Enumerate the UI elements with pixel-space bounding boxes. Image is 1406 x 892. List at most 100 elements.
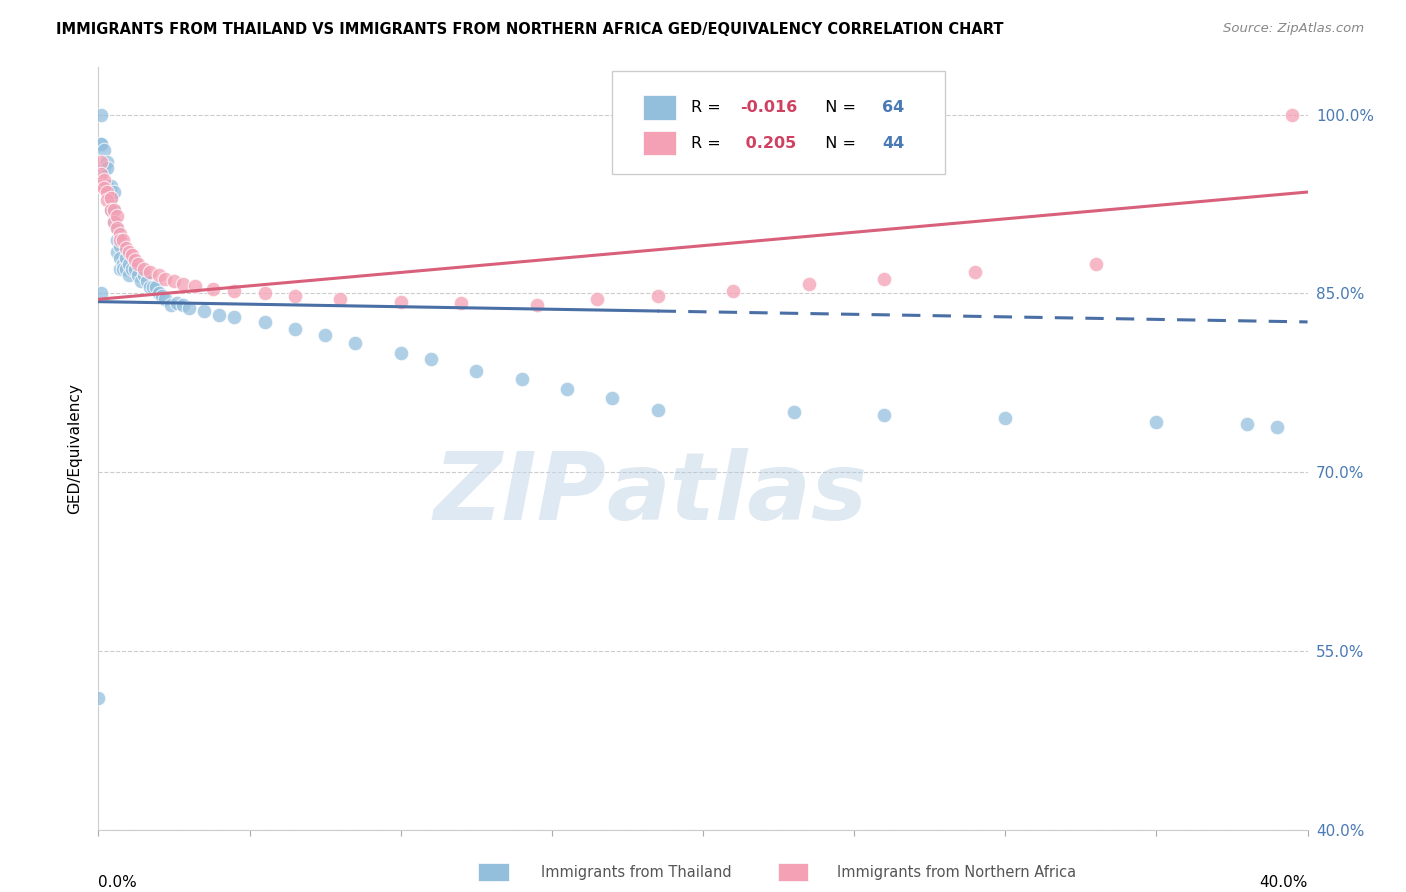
- Text: 0.205: 0.205: [741, 136, 797, 151]
- Point: [526, 298, 548, 312]
- Point: [100, 179, 122, 194]
- Point: [114, 262, 136, 277]
- Point: [647, 288, 669, 302]
- Point: [135, 274, 157, 288]
- Text: Immigrants from Thailand: Immigrants from Thailand: [541, 865, 733, 880]
- Text: 0.0%: 0.0%: [98, 875, 138, 890]
- Point: [1144, 415, 1167, 429]
- Point: [1085, 256, 1108, 270]
- Point: [873, 408, 896, 422]
- Point: [90, 155, 112, 169]
- Point: [114, 251, 136, 265]
- Point: [87, 691, 110, 706]
- Point: [224, 310, 246, 325]
- Point: [111, 233, 134, 247]
- Y-axis label: GED/Equivalency: GED/Equivalency: [67, 383, 83, 514]
- Point: [96, 185, 118, 199]
- Point: [555, 382, 578, 396]
- Point: [450, 296, 472, 310]
- Point: [1267, 419, 1289, 434]
- Point: [965, 265, 987, 279]
- Point: [389, 346, 412, 360]
- Point: [994, 411, 1017, 425]
- Point: [96, 155, 118, 169]
- Point: [329, 293, 352, 307]
- Point: [224, 284, 246, 298]
- Point: [93, 173, 115, 187]
- Point: [586, 293, 609, 307]
- Point: [510, 372, 533, 386]
- Text: R =: R =: [690, 100, 725, 115]
- Text: R =: R =: [690, 136, 725, 151]
- Point: [193, 304, 215, 318]
- Point: [179, 301, 201, 315]
- Point: [96, 179, 118, 194]
- Point: [100, 202, 122, 217]
- Point: [127, 268, 149, 283]
- Text: Immigrants from Northern Africa: Immigrants from Northern Africa: [837, 865, 1076, 880]
- Point: [103, 202, 125, 217]
- Point: [723, 284, 745, 298]
- Point: [184, 279, 207, 293]
- Point: [90, 107, 112, 121]
- Point: [153, 293, 176, 307]
- Point: [105, 244, 128, 259]
- Point: [111, 262, 134, 277]
- Point: [93, 144, 115, 158]
- Point: [90, 179, 112, 194]
- Point: [100, 191, 122, 205]
- Point: [103, 215, 125, 229]
- Point: [873, 272, 896, 286]
- Text: 40.0%: 40.0%: [1260, 875, 1308, 890]
- Point: [90, 137, 112, 152]
- Point: [108, 262, 131, 277]
- Point: [139, 265, 162, 279]
- Point: [114, 241, 136, 255]
- Point: [118, 244, 141, 259]
- FancyBboxPatch shape: [613, 70, 945, 174]
- Point: [465, 364, 488, 378]
- Point: [172, 298, 194, 312]
- Point: [105, 209, 128, 223]
- Point: [142, 280, 165, 294]
- FancyBboxPatch shape: [643, 131, 676, 155]
- Text: IMMIGRANTS FROM THAILAND VS IMMIGRANTS FROM NORTHERN AFRICA GED/EQUIVALENCY CORR: IMMIGRANTS FROM THAILAND VS IMMIGRANTS F…: [56, 22, 1004, 37]
- Point: [121, 262, 143, 277]
- Point: [103, 215, 125, 229]
- Point: [344, 336, 367, 351]
- Point: [124, 252, 146, 267]
- Text: -0.016: -0.016: [741, 100, 797, 115]
- Point: [208, 308, 231, 322]
- Point: [314, 328, 336, 343]
- Point: [108, 227, 131, 241]
- Point: [105, 220, 128, 235]
- Point: [647, 403, 669, 417]
- Point: [148, 286, 170, 301]
- Point: [108, 251, 131, 265]
- Point: [202, 281, 225, 295]
- Point: [132, 268, 155, 283]
- Point: [93, 181, 115, 195]
- Point: [100, 191, 122, 205]
- Point: [253, 286, 276, 301]
- Point: [96, 194, 118, 208]
- Point: [797, 277, 820, 291]
- Point: [105, 220, 128, 235]
- Point: [602, 391, 624, 405]
- Point: [121, 248, 143, 262]
- Text: N =: N =: [815, 136, 862, 151]
- Point: [1281, 107, 1303, 121]
- Point: [93, 161, 115, 176]
- Point: [420, 351, 443, 366]
- Text: Source: ZipAtlas.com: Source: ZipAtlas.com: [1223, 22, 1364, 36]
- Point: [129, 274, 152, 288]
- Text: 64: 64: [882, 100, 904, 115]
- Point: [389, 294, 412, 309]
- Point: [90, 167, 112, 181]
- Point: [1236, 417, 1258, 432]
- Point: [284, 288, 307, 302]
- Point: [118, 268, 141, 283]
- Point: [127, 256, 149, 270]
- FancyBboxPatch shape: [643, 95, 676, 120]
- Point: [103, 185, 125, 199]
